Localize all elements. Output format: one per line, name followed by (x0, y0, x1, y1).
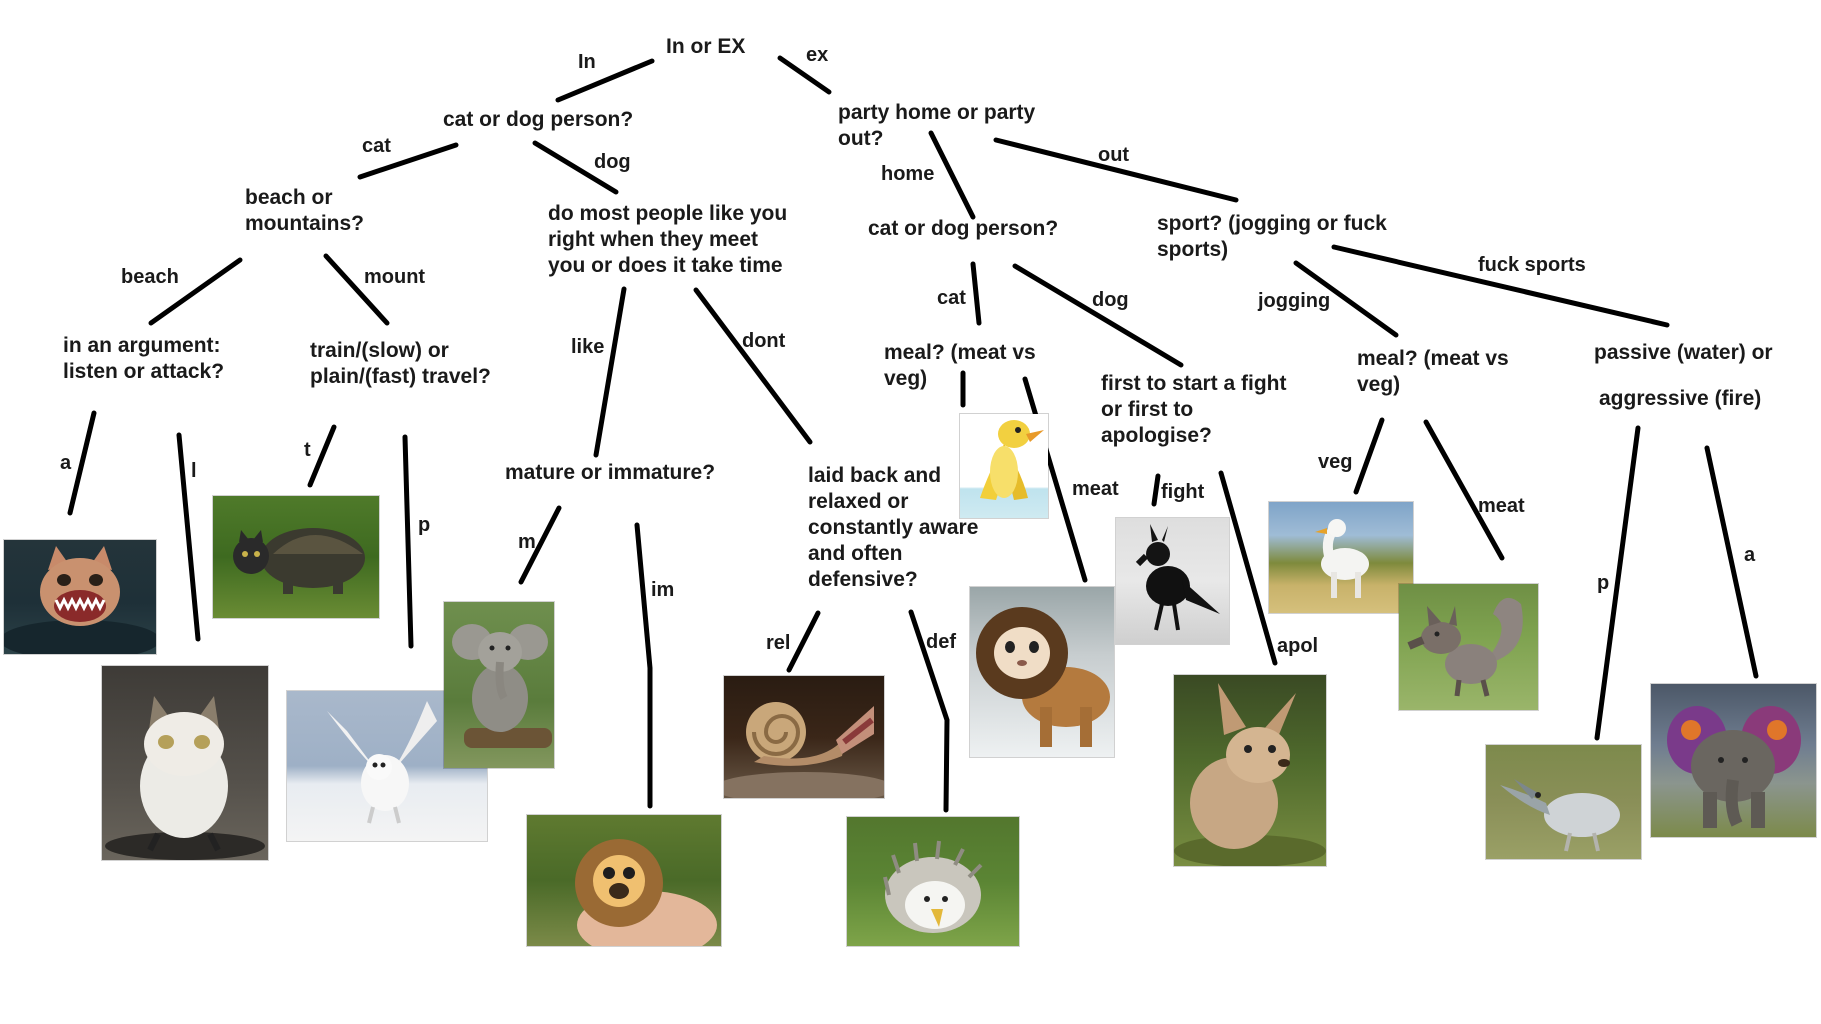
edge-label-t: t (304, 439, 311, 461)
mature-question: mature or immature? (505, 461, 716, 484)
edge-label-out: out (1098, 144, 1130, 166)
beach-or-mountains-question: beach or mountains? (245, 186, 364, 235)
hedgehog-eagle-icon (847, 817, 1019, 946)
koala-elephant-icon (444, 602, 554, 768)
line-p2 (1594, 425, 1641, 741)
butterfly-elephant-icon (1651, 684, 1816, 837)
line-root-ex (777, 55, 832, 95)
line-dont (693, 287, 813, 445)
edge-label-a-2: a (1744, 544, 1756, 566)
passive-question-line2: aggressive (fire) (1599, 387, 1762, 410)
line-like (593, 286, 627, 458)
line-fuck-sports (1331, 244, 1670, 328)
party-question: party home or party out? (838, 101, 1036, 150)
line-mount (323, 253, 390, 326)
guinea-lion-icon (970, 587, 1114, 757)
edge-label-dont: dont (742, 330, 786, 352)
line-im (634, 522, 653, 809)
passive-question-line1: passive (water) or (1594, 341, 1773, 364)
edge-label-rel: rel (766, 632, 791, 654)
meal-question-2: meal? (meat vs veg) (1357, 347, 1509, 396)
edge-label-p: p (418, 514, 431, 536)
edge-label-fuck-sports: fuck sports (1478, 254, 1586, 276)
pelican-shark-icon (1486, 745, 1641, 859)
snail-hippo-icon (724, 676, 884, 798)
edge-label-cat: cat (362, 135, 391, 157)
line-cat2 (970, 261, 982, 326)
edge-label-l: l (191, 460, 197, 482)
laid-back-question: laid back and relaxed or constantly aware a… (808, 464, 979, 591)
root-question: In or EX (666, 35, 746, 58)
edge-label-dog: dog (594, 151, 631, 173)
fight-or-apologise-question: first to start a fight or first to apologi… (1101, 372, 1287, 447)
edge-label-home: home (881, 163, 935, 185)
line-home (928, 130, 976, 220)
edge-label-meat-2: meat (1478, 495, 1525, 517)
line-def (908, 609, 950, 813)
edge-label-m: m (518, 531, 536, 553)
edge-label-mount: mount (364, 266, 426, 288)
edge-label-fight: fight (1161, 481, 1205, 503)
cat-or-dog-question: cat or dog person? (443, 108, 634, 131)
penguin-cat-icon (102, 666, 268, 860)
line-out (993, 137, 1239, 203)
line-m (518, 505, 562, 585)
argument-question: in an argument: listen or attack? (63, 334, 225, 383)
line-rel (786, 610, 821, 673)
line-root-in (555, 58, 655, 103)
line-l (176, 432, 201, 642)
edge-label-apol: apol (1277, 635, 1319, 657)
edge-label-p-2: p (1597, 572, 1610, 594)
line-dog1 (532, 140, 619, 195)
line-p (402, 434, 414, 649)
line-dog2 (1012, 263, 1184, 368)
home-cat-or-dog-question: cat or dog person? (868, 217, 1059, 240)
line-meat2 (1423, 419, 1505, 561)
line-t (307, 424, 337, 488)
edge-label-beach: beach (121, 266, 179, 288)
edge-label-like: like (571, 336, 605, 358)
line-veg2 (1353, 417, 1385, 495)
edge-label-in: In (578, 51, 596, 73)
line-beach (148, 257, 243, 326)
line-fight (1151, 473, 1161, 507)
meal-question-1: meal? (meat vs veg) (884, 341, 1036, 390)
wolf-squirrel-icon (1399, 584, 1538, 710)
edge-label-a: a (60, 452, 72, 474)
edge-label-im: im (651, 579, 675, 601)
crow-dog-icon (1116, 518, 1229, 644)
edge-label-home-cat: cat (937, 287, 966, 309)
edge-label-def: def (926, 631, 956, 653)
edge-label-ex: ex (806, 44, 829, 66)
line-meat1 (1022, 376, 1088, 583)
line-apol (1218, 470, 1278, 666)
edge-label-meat: meat (1072, 478, 1119, 500)
sport-question: sport? (jogging or fuck sports) (1157, 212, 1387, 261)
people-like-question: do most people like you right when they m… (548, 202, 788, 277)
chihuahua-rabbit-icon (1174, 675, 1326, 866)
shark-cat-icon (4, 540, 156, 654)
banana-duck-icon (960, 414, 1048, 518)
edge-label-veg: veg (1318, 451, 1353, 473)
hedgehog-monkey-icon (527, 815, 721, 946)
edge-label-home-dog: dog (1092, 289, 1129, 311)
cat-turtle-icon (213, 496, 379, 618)
travel-question: train/(slow) or plain/(fast) travel? (310, 339, 491, 388)
line-jogging (1293, 260, 1399, 338)
line-a (67, 410, 97, 516)
line-a2 (1704, 445, 1759, 679)
duck-horse-icon (1269, 502, 1413, 613)
line-cat1 (357, 142, 459, 180)
edge-label-jogging: jogging (1258, 290, 1331, 312)
